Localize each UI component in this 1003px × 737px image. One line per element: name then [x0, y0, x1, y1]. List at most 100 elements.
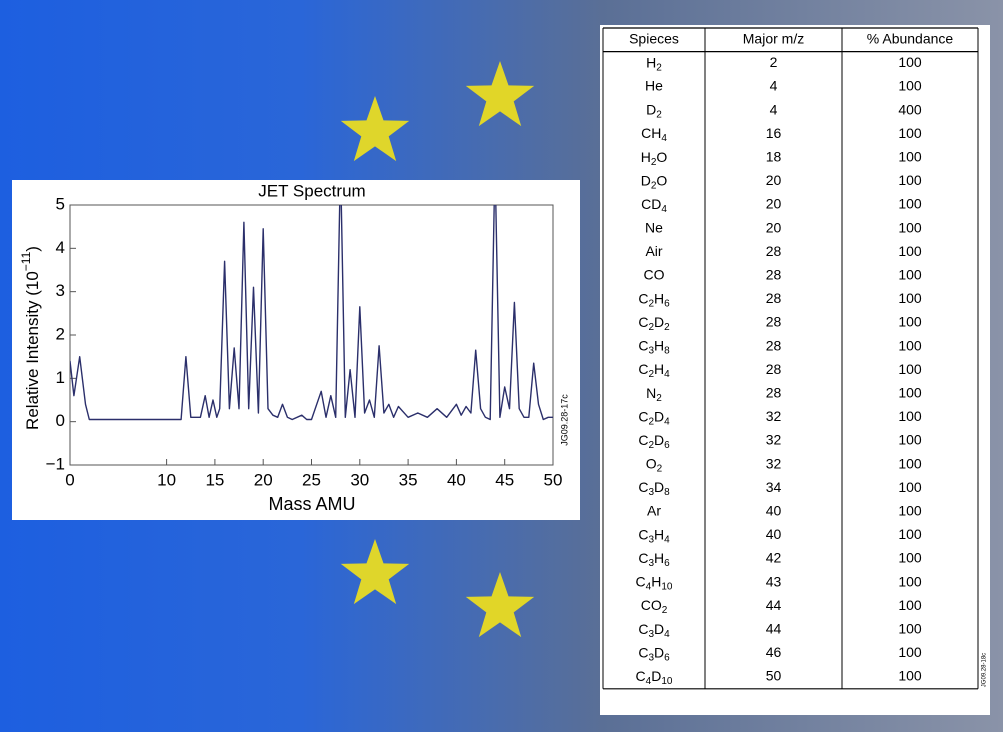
- y-tick-label: −1: [46, 454, 65, 473]
- table-cell: % Abundance: [867, 31, 954, 47]
- table-cell: 28: [766, 385, 782, 401]
- table-cell: 100: [898, 290, 922, 306]
- table-cell: He: [645, 78, 663, 94]
- table-cell: 18: [766, 149, 782, 165]
- x-tick-label: 50: [544, 470, 563, 489]
- table-cell: O2: [646, 455, 663, 474]
- table-cell: Air: [645, 243, 662, 259]
- x-tick-label: 40: [447, 470, 466, 489]
- y-axis-label: Relative Intensity (10−11): [19, 246, 42, 430]
- x-tick-label: 30: [350, 470, 369, 489]
- table-cell: 16: [766, 125, 782, 141]
- table-cell: C2H4: [638, 361, 670, 380]
- table-cell: 100: [898, 644, 922, 660]
- table-cell: 40: [766, 503, 782, 519]
- table-cell: 34: [766, 479, 782, 495]
- table-cell: Ne: [645, 219, 663, 235]
- table-cell: 100: [898, 455, 922, 471]
- y-tick-label: 5: [56, 194, 65, 213]
- table-cell: 28: [766, 337, 782, 353]
- table-cell: 28: [766, 361, 782, 377]
- table-cell: N2: [646, 385, 662, 404]
- table-cell: 100: [898, 361, 922, 377]
- table-panel: [600, 25, 990, 715]
- table-cell: 100: [898, 597, 922, 613]
- table-cell: C3H6: [638, 550, 670, 569]
- table-cell: H2O: [641, 149, 668, 168]
- table-cell: C3D4: [638, 621, 670, 640]
- table-cell: 32: [766, 432, 782, 448]
- x-tick-label: 0: [65, 470, 74, 489]
- table-cell: 100: [898, 550, 922, 566]
- table-cell: C3H4: [638, 526, 670, 545]
- table-cell: D2: [646, 101, 662, 120]
- x-axis-label: Mass AMU: [268, 494, 355, 514]
- table-cell: 44: [766, 597, 782, 613]
- table-cell: 100: [898, 573, 922, 589]
- table-cell: 100: [898, 503, 922, 519]
- table-cell: CH4: [641, 125, 667, 144]
- star: [465, 61, 535, 127]
- y-tick-label: 0: [56, 411, 65, 430]
- table-cell: 40: [766, 526, 782, 542]
- x-tick-label: 45: [495, 470, 514, 489]
- table-cell: 100: [898, 219, 922, 235]
- table-cell: 44: [766, 621, 782, 637]
- table-cell: 100: [898, 385, 922, 401]
- table-cell: 28: [766, 314, 782, 330]
- table-cell: Major m/z: [743, 31, 804, 47]
- table-cell: 28: [766, 290, 782, 306]
- table-cell: 100: [898, 479, 922, 495]
- table-cell: CO: [644, 267, 665, 283]
- table-cell: 20: [766, 172, 782, 188]
- table-note: JG09.28-18c: [982, 653, 988, 687]
- table-cell: 100: [898, 621, 922, 637]
- x-tick-label: 35: [399, 470, 418, 489]
- table-cell: C3H8: [638, 337, 670, 356]
- x-tick-label: 10: [157, 470, 176, 489]
- star: [465, 572, 535, 638]
- table-cell: 100: [898, 78, 922, 94]
- table-cell: 32: [766, 408, 782, 424]
- table-cell: C2D4: [638, 408, 670, 427]
- table-cell: 43: [766, 573, 782, 589]
- table-cell: 100: [898, 267, 922, 283]
- table-cell: 42: [766, 550, 782, 566]
- table-cell: 20: [766, 196, 782, 212]
- table-cell: 100: [898, 408, 922, 424]
- table-cell: 100: [898, 337, 922, 353]
- table-cell: 100: [898, 432, 922, 448]
- table-cell: C3D8: [638, 479, 670, 498]
- table-cell: D2O: [641, 172, 668, 191]
- chart-panel: [12, 180, 580, 520]
- star: [340, 539, 410, 605]
- table-cell: 4: [770, 101, 778, 117]
- y-tick-label: 3: [56, 281, 65, 300]
- chart-note: JG09.28-17c: [559, 394, 569, 446]
- x-tick-label: 15: [205, 470, 224, 489]
- spectrum-line: [70, 205, 553, 421]
- table-cell: 100: [898, 314, 922, 330]
- table-cell: 100: [898, 125, 922, 141]
- table-cell: 50: [766, 668, 782, 684]
- table-cell: H2: [646, 54, 662, 73]
- table-cell: 20: [766, 219, 782, 235]
- table-cell: C2H6: [638, 290, 670, 309]
- table-cell: 100: [898, 149, 922, 165]
- table-cell: C4D10: [636, 668, 673, 687]
- table-cell: C2D6: [638, 432, 670, 451]
- table-cell: 28: [766, 243, 782, 259]
- table-cell: 100: [898, 172, 922, 188]
- star: [340, 96, 410, 162]
- table-cell: 2: [770, 54, 778, 70]
- table-cell: 46: [766, 644, 782, 660]
- table-cell: 28: [766, 267, 782, 283]
- y-tick-label: 2: [56, 324, 65, 343]
- table-cell: 4: [770, 78, 778, 94]
- table-cell: 32: [766, 455, 782, 471]
- table-cell: 100: [898, 668, 922, 684]
- table-cell: 100: [898, 54, 922, 70]
- y-tick-label: 1: [56, 368, 65, 387]
- table-cell: 100: [898, 526, 922, 542]
